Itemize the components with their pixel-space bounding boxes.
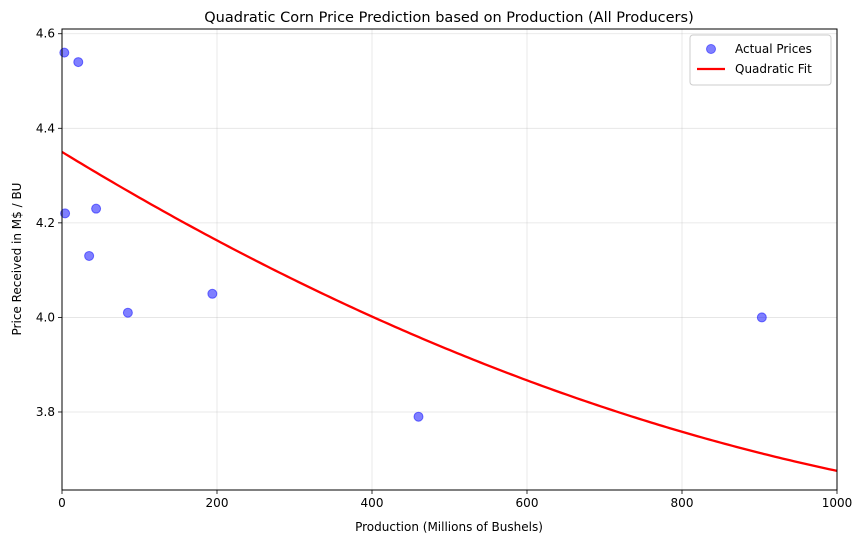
data-point <box>91 203 102 214</box>
data-point <box>60 208 71 219</box>
x-tick-label: 1000 <box>822 496 853 510</box>
legend-label-quadratic-fit: Quadratic Fit <box>735 62 812 76</box>
y-axis-label: Price Received in M$ / BU <box>10 183 24 336</box>
x-tick-label: 200 <box>206 496 229 510</box>
quadratic-fit-line <box>61 150 838 472</box>
data-point <box>413 411 424 422</box>
x-tick-label: 800 <box>671 496 694 510</box>
x-axis-label: Production (Millions of Bushels) <box>355 520 543 534</box>
y-tick-label: 3.8 <box>36 405 55 419</box>
legend-label-actual-prices: Actual Prices <box>735 42 812 56</box>
gridlines <box>61 29 838 490</box>
y-axis-ticks: 3.8 4.0 4.2 4.4 4.6 <box>36 27 62 419</box>
data-point <box>59 47 70 58</box>
x-tick-label: 600 <box>516 496 539 510</box>
y-tick-label: 4.4 <box>36 121 55 135</box>
legend: Actual Prices Quadratic Fit <box>689 34 832 86</box>
data-point <box>207 288 218 299</box>
fit-line-layer <box>61 150 838 472</box>
y-tick-label: 4.0 <box>36 310 55 324</box>
y-tick-label: 4.6 <box>36 27 55 41</box>
x-tick-label: 400 <box>361 496 384 510</box>
data-point <box>756 312 767 323</box>
legend-marker-actual-prices <box>706 44 716 54</box>
legend-box <box>689 34 832 86</box>
data-point <box>122 307 133 318</box>
x-axis-ticks: 0 200 400 600 800 1000 <box>58 490 852 510</box>
points-layer <box>59 47 767 422</box>
chart-title-group: Quadratic Corn Price Prediction based on… <box>204 10 693 26</box>
y-tick-label: 4.2 <box>36 216 55 230</box>
chart-title: Quadratic Corn Price Prediction based on… <box>204 10 693 26</box>
data-point <box>73 57 84 68</box>
plot-frame <box>61 28 838 491</box>
data-point <box>84 250 95 261</box>
x-tick-label: 0 <box>58 496 66 510</box>
